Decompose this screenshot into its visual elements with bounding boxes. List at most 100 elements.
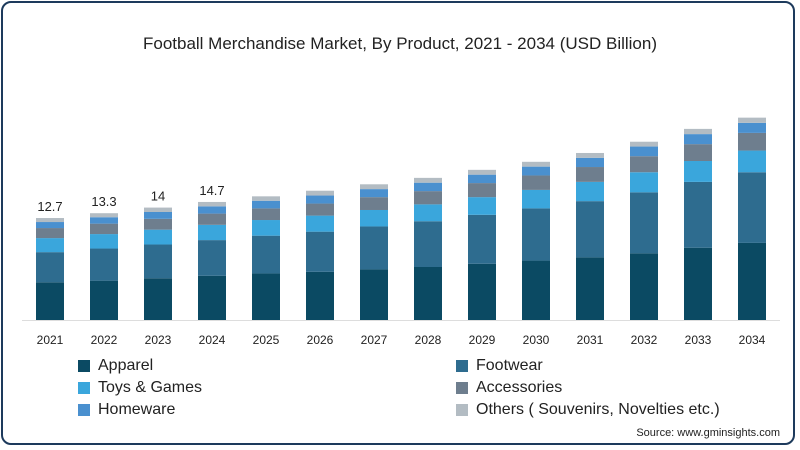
bar-segment-apparel-2028 — [414, 267, 442, 320]
legend-swatch — [78, 382, 90, 394]
bar-segment-others-souvenirs-novelties-etc--2034 — [738, 117, 766, 123]
bar-segment-apparel-2021 — [36, 282, 64, 320]
bar-segment-apparel-2023 — [144, 278, 172, 320]
bar-segment-homeware-2025 — [252, 200, 280, 209]
bar-segment-accessories-2022 — [90, 223, 118, 235]
bar-segment-apparel-2033 — [684, 247, 712, 320]
legend-swatch — [456, 382, 468, 394]
bar-segment-accessories-2032 — [630, 156, 658, 173]
bar-segment-footwear-2022 — [90, 248, 118, 281]
chart-frame — [1, 1, 795, 445]
bar-segment-accessories-2031 — [576, 167, 604, 182]
x-tick-label: 2021 — [37, 333, 64, 347]
bar-segment-homeware-2032 — [630, 146, 658, 157]
bar-segment-toys-games-2033 — [684, 161, 712, 182]
bar-segment-footwear-2033 — [684, 181, 712, 248]
legend-swatch — [456, 360, 468, 372]
bar-segment-toys-games-2029 — [468, 197, 496, 215]
x-tick-label: 2022 — [91, 333, 118, 347]
bar-segment-toys-games-2026 — [306, 215, 334, 232]
bar-segment-apparel-2030 — [522, 260, 550, 320]
x-tick-label: 2031 — [577, 333, 604, 347]
legend-label: Footwear — [476, 357, 543, 374]
bar-segment-accessories-2021 — [36, 228, 64, 239]
bar-segment-apparel-2032 — [630, 253, 658, 320]
total-data-label: 13.3 — [91, 194, 116, 209]
bar-segment-toys-games-2022 — [90, 234, 118, 249]
bar-segment-homeware-2030 — [522, 166, 550, 176]
bar-segment-homeware-2023 — [144, 211, 172, 219]
bar-segment-footwear-2031 — [576, 201, 604, 258]
bar-segment-accessories-2023 — [144, 218, 172, 230]
x-tick-label: 2026 — [307, 333, 334, 347]
legend-item: Footwear — [456, 357, 543, 375]
legend-item: Apparel — [78, 357, 153, 375]
total-data-label: 14.7 — [199, 183, 224, 198]
bar-segment-apparel-2027 — [360, 269, 388, 320]
bar-segment-others-souvenirs-novelties-etc--2033 — [684, 128, 712, 135]
x-tick-label: 2032 — [631, 333, 658, 347]
bar-segment-apparel-2024 — [198, 275, 226, 320]
bar-segment-others-souvenirs-novelties-etc--2026 — [306, 190, 334, 196]
bar-segment-toys-games-2031 — [576, 181, 604, 202]
bar-segment-footwear-2028 — [414, 221, 442, 268]
bar-segment-footwear-2030 — [522, 208, 550, 261]
bar-segment-accessories-2028 — [414, 191, 442, 205]
x-tick-label: 2028 — [415, 333, 442, 347]
bar-segment-homeware-2028 — [414, 182, 442, 192]
x-tick-label: 2025 — [253, 333, 280, 347]
bar-segment-accessories-2025 — [252, 208, 280, 221]
legend-label: Homeware — [98, 401, 176, 418]
bar-segment-toys-games-2025 — [252, 220, 280, 236]
bar-segment-accessories-2034 — [738, 132, 766, 151]
bar-segment-footwear-2029 — [468, 214, 496, 264]
x-tick-label: 2027 — [361, 333, 388, 347]
x-tick-label: 2030 — [523, 333, 550, 347]
bar-segment-footwear-2027 — [360, 226, 388, 270]
bar-segment-toys-games-2023 — [144, 229, 172, 245]
bar-segment-footwear-2023 — [144, 244, 172, 279]
legend-item: Accessories — [456, 379, 562, 397]
legend-label: Accessories — [476, 379, 563, 396]
bar-segment-others-souvenirs-novelties-etc--2024 — [198, 201, 226, 207]
bar-segment-apparel-2026 — [306, 271, 334, 320]
legend-label: Apparel — [98, 357, 154, 374]
legend-label: Others ( Souvenirs, Novelties etc.) — [476, 401, 720, 418]
bar-segment-toys-games-2021 — [36, 238, 64, 253]
bar-segment-apparel-2031 — [576, 257, 604, 320]
bar-segment-others-souvenirs-novelties-etc--2028 — [414, 177, 442, 183]
legend-label: Toys & Games — [98, 379, 203, 396]
bar-segment-apparel-2025 — [252, 273, 280, 320]
bar-segment-footwear-2025 — [252, 235, 280, 274]
bar-segment-accessories-2027 — [360, 197, 388, 210]
source-note: Source: www.gminsights.com — [636, 427, 780, 439]
chart-title: Football Merchandise Market, By Product,… — [142, 34, 657, 53]
bar-segment-homeware-2034 — [738, 122, 766, 133]
legend-item: Homeware — [78, 401, 175, 419]
bar-segment-homeware-2026 — [306, 195, 334, 204]
legend-swatch — [78, 360, 90, 372]
bar-segment-homeware-2033 — [684, 134, 712, 145]
bar-segment-footwear-2032 — [630, 192, 658, 254]
bar-segment-accessories-2033 — [684, 144, 712, 162]
bar-segment-accessories-2026 — [306, 203, 334, 216]
bar-segment-footwear-2021 — [36, 252, 64, 283]
bar-segment-accessories-2030 — [522, 175, 550, 190]
bar-segment-toys-games-2030 — [522, 189, 550, 209]
bar-segment-others-souvenirs-novelties-etc--2031 — [576, 152, 604, 158]
legend-item: Toys & Games — [78, 379, 202, 397]
bar-segment-toys-games-2027 — [360, 209, 388, 227]
x-tick-label: 2033 — [685, 333, 712, 347]
bar-segment-apparel-2022 — [90, 280, 118, 320]
x-tick-label: 2029 — [469, 333, 496, 347]
bar-segment-accessories-2029 — [468, 183, 496, 198]
bar-segment-homeware-2027 — [360, 189, 388, 198]
x-tick-label: 2034 — [739, 333, 766, 347]
legend-item: Others ( Souvenirs, Novelties etc.) — [456, 401, 720, 419]
bar-segment-others-souvenirs-novelties-etc--2029 — [468, 169, 496, 175]
legend-swatch — [78, 404, 90, 416]
bar-segment-toys-games-2032 — [630, 172, 658, 193]
bar-segment-footwear-2026 — [306, 231, 334, 272]
total-data-label: 12.7 — [37, 199, 62, 214]
